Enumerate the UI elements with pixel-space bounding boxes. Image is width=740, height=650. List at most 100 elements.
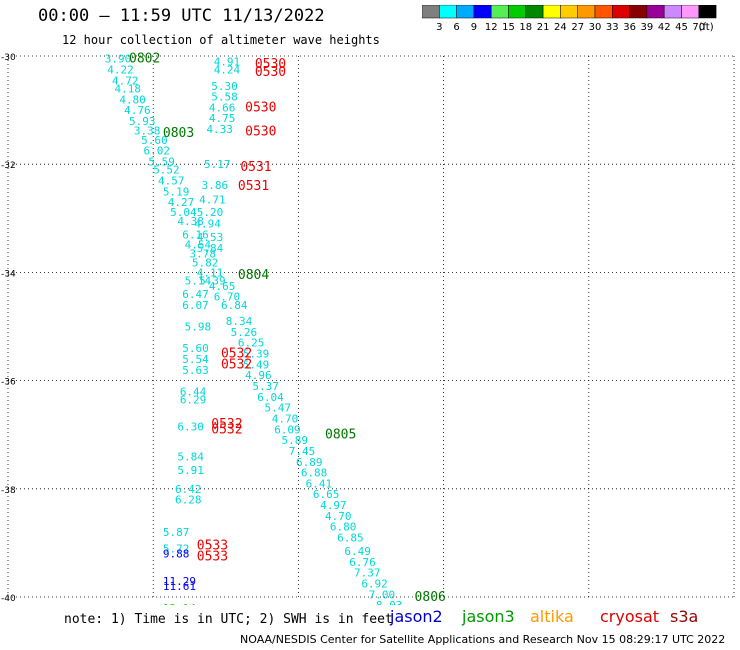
- wave-height-label: 4.57: [158, 174, 185, 187]
- colorbar-label: 33: [606, 22, 619, 33]
- wave-height-label: 5.58: [211, 91, 238, 104]
- wave-height-label: 6.09: [274, 423, 301, 436]
- wave-height-label: 7.00: [369, 588, 396, 601]
- footer-credit: NOAA/NESDIS Center for Satellite Applica…: [240, 633, 726, 646]
- wave-height-label: 6.16: [182, 229, 209, 242]
- colorbar-label: 42: [658, 22, 671, 33]
- y-tick-label: -38: [1, 486, 16, 496]
- colorbar-label: 30: [589, 22, 602, 33]
- wave-height-label: 4.72: [112, 74, 139, 87]
- wave-height-label: 6.85: [337, 531, 364, 544]
- wave-height-label: 5.30: [211, 80, 238, 93]
- colorbar-label: 18: [519, 22, 532, 33]
- time-label: 0806: [415, 590, 446, 605]
- colorbar-label: 3: [436, 22, 442, 33]
- wave-height-label: 6.80: [330, 521, 357, 534]
- colorbar-label: 36: [623, 22, 636, 33]
- wave-height-label: 6.44: [180, 385, 207, 398]
- colorbar-label: 9: [471, 22, 477, 33]
- time-label: 0803: [163, 126, 194, 141]
- wave-height-label: 4.11: [197, 266, 224, 279]
- wave-height-label: 5.47: [265, 402, 292, 415]
- wave-height-label: 4.18: [114, 82, 141, 95]
- wave-height-label: 3.38: [134, 125, 161, 138]
- wave-height-label: 5.49: [243, 358, 269, 371]
- wave-height-label: 5.26: [231, 326, 258, 339]
- wave-height-label: 6.70: [214, 291, 241, 304]
- time-label: 0533: [197, 539, 228, 554]
- wave-height-label: 5.04: [170, 206, 197, 219]
- wave-height-label: 5.89: [281, 434, 308, 447]
- colorbar-label: 24: [554, 22, 567, 33]
- wave-height-label: 4.80: [119, 93, 146, 106]
- wave-height-label: 8.34: [226, 315, 253, 328]
- wave-height-label: 4.76: [124, 104, 151, 117]
- wave-height-label: 7.45: [289, 445, 316, 458]
- wave-height-label: 3.78: [190, 247, 217, 260]
- wave-height-label: 7.37: [354, 567, 381, 580]
- wave-height-label: 4.38: [177, 215, 204, 228]
- colorbar-swatch: [698, 5, 717, 19]
- wave-height-label: 4.96: [245, 369, 272, 382]
- wave-height-label: 4.27: [168, 196, 195, 209]
- wave-height-label: 4.91: [214, 55, 241, 68]
- wave-height-label: 5.93: [129, 115, 156, 128]
- wave-height-label: 6.76: [349, 556, 376, 569]
- wave-height-label: 5.14: [185, 275, 212, 288]
- wave-height-label: 4.33: [206, 123, 233, 136]
- wave-height-label: 6.92: [361, 577, 388, 590]
- wave-height-label: 6.07: [182, 299, 209, 312]
- legend-satellite-jason3: jason3: [462, 607, 515, 626]
- wave-height-label: 3.86: [202, 179, 229, 192]
- wave-height-label: 4.70: [272, 412, 299, 425]
- wave-height-label: 4.94: [194, 218, 221, 231]
- colorbar-label: 70: [692, 22, 705, 33]
- wave-height-label: 6.49: [344, 545, 371, 558]
- wave-height-label: 5.54: [182, 353, 209, 366]
- y-tick-label: -34: [1, 269, 16, 279]
- time-label: 0533: [197, 549, 228, 564]
- y-tick-label: -30: [1, 53, 16, 63]
- wave-height-label: 6.02: [144, 145, 171, 158]
- wave-height-label: 5.72: [163, 542, 190, 555]
- time-label: 0532: [221, 347, 252, 362]
- wave-height-label: 5.87: [163, 526, 190, 539]
- legend-satellite-s3a: s3a: [670, 607, 699, 626]
- wave-height-label: 5.59: [148, 155, 175, 168]
- wave-height-label: 4.70: [325, 510, 352, 523]
- wave-height-label: 6.29: [180, 394, 207, 407]
- y-tick-label: -40: [1, 594, 16, 604]
- time-label: 0532: [211, 417, 242, 432]
- colorbar-label: 39: [641, 22, 654, 33]
- wave-height-label: 4.66: [209, 101, 236, 114]
- colorbar-legend: 3 6 9 12 15 18 21 24 27 30 33 36 39 42 45 70(ft): [422, 5, 717, 33]
- wave-height-label: 5.84: [197, 242, 224, 255]
- wave-height-label: 8.03: [376, 599, 403, 605]
- colorbar-label: 15: [502, 22, 515, 33]
- wave-height-label: 6.25: [238, 337, 265, 350]
- wave-height-label: 6.04: [257, 391, 284, 404]
- wave-height-label: 5.17: [204, 158, 231, 171]
- wave-height-label: 4.22: [107, 64, 134, 77]
- wave-height-label: 5.60: [141, 134, 168, 147]
- time-label: 0804: [238, 268, 269, 283]
- time-label: 0530: [245, 100, 276, 115]
- wave-height-label: 6.28: [175, 494, 202, 507]
- wave-height-label: 6.89: [296, 456, 323, 469]
- wave-height-label: 6.88: [301, 467, 328, 480]
- wave-height-label: 4.75: [209, 112, 236, 125]
- wave-height-label: 5.37: [252, 380, 278, 393]
- time-label: 0532: [211, 422, 242, 437]
- time-label: 0530: [245, 125, 276, 140]
- wave-height-label: 4.54: [185, 238, 212, 251]
- wave-height-chart: 03691215-30-32-34-36-38-403.904.224.724.…: [1, 52, 735, 605]
- wave-height-label: 6.84: [221, 299, 248, 312]
- colorbar-label: 12: [485, 22, 498, 33]
- wave-height-label: 5.39: [199, 275, 226, 288]
- time-label: 0530: [255, 65, 286, 80]
- time-label: 0802: [129, 52, 160, 67]
- wave-height-label: 5.39: [243, 348, 269, 361]
- wave-height-label: 11.29: [163, 575, 196, 588]
- wave-height-label: 5.19: [163, 185, 190, 198]
- wave-height-label: 11.61: [163, 580, 196, 593]
